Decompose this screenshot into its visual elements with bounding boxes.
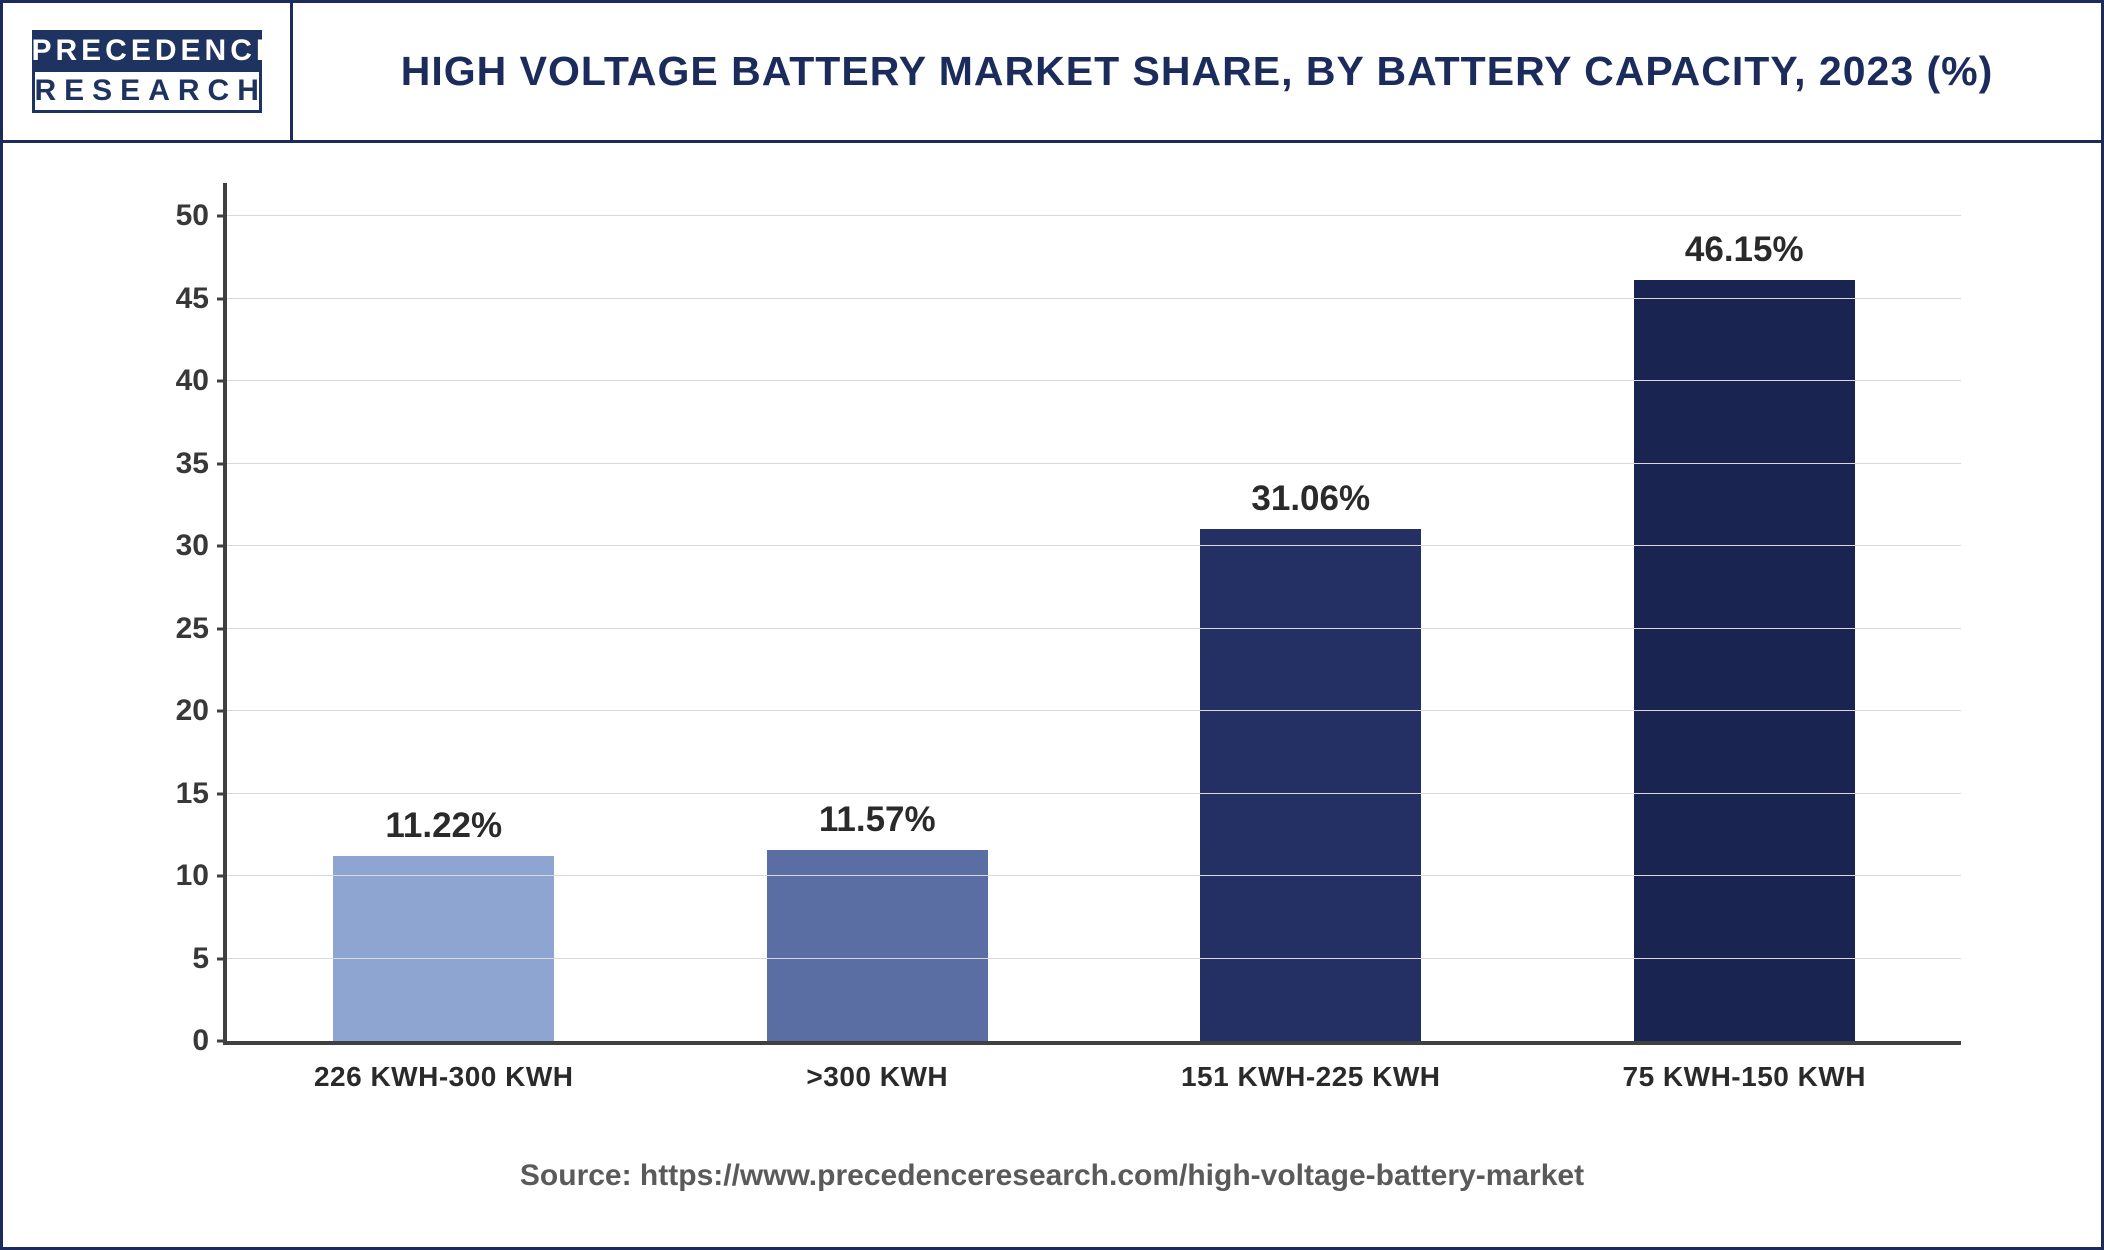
logo: PRECEDENCE RESEARCH (32, 30, 262, 113)
chart-frame: PRECEDENCE RESEARCH HIGH VOLTAGE BATTERY… (0, 0, 2104, 1250)
y-tick-label: 0 (192, 1024, 209, 1058)
bar-value-label: 11.22% (385, 806, 502, 846)
bar-value-label: 31.06% (1251, 479, 1370, 519)
y-tick-label: 5 (192, 942, 209, 976)
bar-value-label: 11.57% (819, 800, 936, 840)
y-tick-mark (217, 380, 227, 383)
y-tick-mark (217, 545, 227, 548)
bar-rect (767, 850, 988, 1041)
grid-line (227, 545, 1961, 546)
x-axis-label: 75 KWH-150 KWH (1554, 1061, 1935, 1093)
y-tick-label: 25 (176, 612, 209, 646)
logo-line2: RESEARCH (32, 72, 262, 113)
logo-cell: PRECEDENCE RESEARCH (3, 3, 293, 140)
header-row: PRECEDENCE RESEARCH HIGH VOLTAGE BATTERY… (3, 3, 2101, 143)
bar-group: 46.15% (1554, 183, 1935, 1041)
y-tick-label: 50 (176, 199, 209, 233)
grid-line (227, 463, 1961, 464)
y-tick-label: 10 (176, 859, 209, 893)
y-tick-label: 15 (176, 777, 209, 811)
y-tick-mark (217, 627, 227, 630)
bar-value-label: 46.15% (1685, 230, 1804, 270)
logo-line1: PRECEDENCE (32, 30, 262, 72)
bar-rect (1634, 280, 1855, 1041)
chart-body: 11.22% 11.57% 31.06% 46.15% 226 KWH-300 KWH… (3, 143, 2101, 1247)
y-tick-label: 45 (176, 282, 209, 316)
y-tick-mark (217, 710, 227, 713)
bars-row: 11.22% 11.57% 31.06% 46.15% (227, 183, 1961, 1041)
title-cell: HIGH VOLTAGE BATTERY MARKET SHARE, BY BA… (293, 3, 2101, 140)
bar-group: 31.06% (1120, 183, 1501, 1041)
plot-wrap: 11.22% 11.57% 31.06% 46.15% 226 KWH-300 KWH… (223, 183, 1961, 1115)
plot-area: 11.22%11.57%31.06%46.15% 226 KWH-300 KWH… (223, 183, 1961, 1045)
y-tick-label: 20 (176, 694, 209, 728)
y-tick-mark (217, 957, 227, 960)
y-tick-mark (217, 792, 227, 795)
source-line: Source: https://www.precedenceresearch.c… (83, 1135, 2021, 1227)
bar-group: 11.57% (687, 183, 1068, 1041)
y-tick-mark (217, 462, 227, 465)
y-tick-label: 30 (176, 529, 209, 563)
grid-line (227, 380, 1961, 381)
bar-rect (333, 856, 554, 1041)
x-axis-label: 226 KWH-300 KWH (253, 1061, 634, 1093)
x-axis-label: 151 KWH-225 KWH (1120, 1061, 1501, 1093)
bar-group: 11.22% (253, 183, 634, 1041)
y-tick-mark (217, 1040, 227, 1043)
bar-rect (1200, 529, 1421, 1041)
y-tick-label: 40 (176, 364, 209, 398)
grid-line (227, 628, 1961, 629)
grid-line (227, 710, 1961, 711)
y-tick-mark (217, 297, 227, 300)
grid-line (227, 298, 1961, 299)
grid-line (227, 958, 1961, 959)
grid-line (227, 793, 1961, 794)
grid-line (227, 875, 1961, 876)
y-tick-mark (217, 215, 227, 218)
y-tick-mark (217, 875, 227, 878)
y-tick-label: 35 (176, 447, 209, 481)
chart-title: HIGH VOLTAGE BATTERY MARKET SHARE, BY BA… (401, 48, 1994, 95)
x-axis-label: >300 KWH (687, 1061, 1068, 1093)
x-labels-row: 226 KWH-300 KWH >300 KWH 151 KWH-225 KWH 75… (227, 1061, 1961, 1093)
grid-line (227, 215, 1961, 216)
